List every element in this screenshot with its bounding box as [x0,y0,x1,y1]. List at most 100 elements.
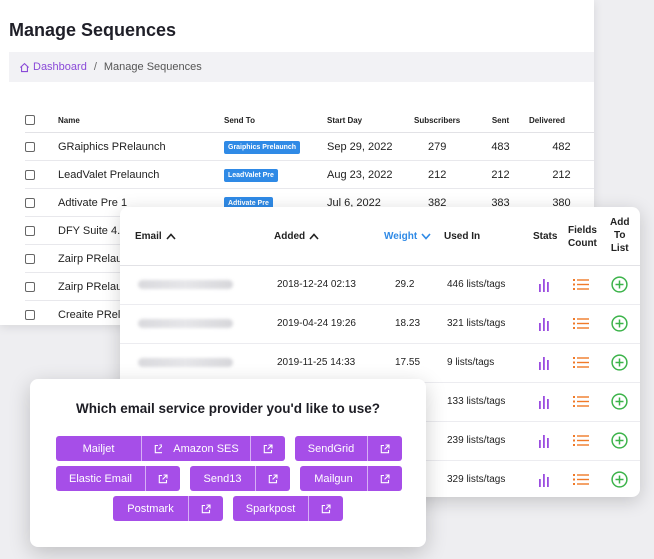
external-link-button[interactable] [188,496,223,521]
stats-button[interactable] [538,265,550,304]
stats-button[interactable] [538,304,550,343]
chevron-down-icon [421,233,431,240]
col-start-day[interactable]: Start Day [327,108,414,133]
sequence-name: GRaiphics PRelaunch [58,132,224,161]
provider-button-mailgun[interactable]: Mailgun [300,466,402,491]
provider-label: Mailgun [314,472,353,485]
bar-chart-icon [539,278,549,292]
add-to-list-button[interactable] [611,265,628,304]
fields-count-button[interactable] [573,460,589,497]
start-day: Sep 29, 2022 [327,132,414,161]
col-to-label: To [613,230,626,241]
add-to-list-button[interactable] [611,460,628,497]
bar-chart-icon [539,473,549,487]
breadcrumb-current: Manage Sequences [103,61,202,73]
external-link-button[interactable] [255,466,290,491]
plus-circle-icon [611,315,628,332]
breadcrumb-dashboard-link[interactable]: Dashboard [19,61,87,73]
provider-label: SendGrid [307,442,355,455]
col-used-in[interactable]: Used In [444,231,480,242]
used-in-count: 321 lists/tags [447,318,506,329]
breadcrumb-separator: / [93,61,97,73]
fields-count-button[interactable] [573,382,589,421]
fields-count-button[interactable] [573,265,589,304]
stats-button[interactable] [538,343,550,382]
col-added[interactable]: Added [274,231,319,242]
sent-count: 483 [472,132,529,161]
add-to-list-button[interactable] [611,421,628,460]
row-checkbox[interactable] [25,281,35,292]
table-row[interactable]: 2019-11-25 14:33 17.55 9 lists/tags [120,343,640,383]
email-address-redacted [138,358,233,367]
col-stats-label: Stats [533,231,558,242]
col-list-label: List [610,243,629,254]
plus-circle-icon [611,432,628,449]
plus-circle-icon [611,354,628,371]
row-checkbox[interactable] [25,309,35,320]
list-icon [573,318,589,329]
plus-circle-icon [611,276,628,293]
send-to-badge: LeadValet Pre [224,168,278,182]
provider-label: Amazon SES [173,442,239,455]
col-email-label: Email [135,231,162,242]
provider-button-elastic-email[interactable]: Elastic Email [56,466,180,491]
fields-count-button[interactable] [573,421,589,460]
send-to-badge: Adtivate Pre [224,196,273,210]
table-row[interactable]: 2018-12-24 02:13 29.2 446 lists/tags [120,265,640,305]
col-sent[interactable]: Sent [472,108,529,133]
row-checkbox[interactable] [25,141,35,152]
external-link-icon [321,503,331,513]
col-delivered[interactable]: Delivered [529,108,594,133]
row-checkbox[interactable] [25,253,35,264]
add-to-list-button[interactable] [611,343,628,382]
chevron-up-icon [166,233,176,240]
subscribers-count: 212 [414,160,472,189]
start-day: Aug 23, 2022 [327,160,414,189]
table-row[interactable]: 2019-04-24 19:26 18.23 321 lists/tags [120,304,640,344]
col-email[interactable]: Email [135,231,176,242]
added-date: 2019-04-24 19:26 [277,318,356,329]
col-send-to[interactable]: Send To [224,108,327,133]
provider-button-postmark[interactable]: Postmark [113,496,223,521]
added-date: 2018-12-24 02:13 [277,279,356,290]
external-link-button[interactable] [367,436,402,461]
fields-count-button[interactable] [573,304,589,343]
list-icon [573,474,589,485]
col-subscribers[interactable]: Subscribers [414,108,472,133]
table-row[interactable]: LeadValet Prelaunch LeadValet Pre Aug 23… [25,160,594,189]
external-link-button[interactable] [367,466,402,491]
external-link-button[interactable] [145,466,180,491]
used-in-count: 239 lists/tags [447,435,506,446]
list-icon [573,279,589,290]
select-all-checkbox[interactable] [25,115,35,125]
row-checkbox[interactable] [25,169,35,180]
add-to-list-button[interactable] [611,304,628,343]
external-link-button[interactable] [308,496,343,521]
stats-button[interactable] [538,421,550,460]
stats-button[interactable] [538,460,550,497]
provider-button-sendgrid[interactable]: SendGrid [295,436,402,461]
row-checkbox[interactable] [25,197,35,208]
provider-button-sparkpost[interactable]: Sparkpost [233,496,343,521]
external-link-button[interactable] [250,436,285,461]
table-row[interactable]: 329 lists/tags [120,460,640,497]
col-stats: Stats [533,231,557,242]
table-row[interactable]: GRaiphics PRelaunch Graiphics Prelaunch … [25,132,594,161]
external-link-icon [268,473,278,483]
bar-chart-icon [539,434,549,448]
provider-button-send13[interactable]: Send13 [190,466,290,491]
row-checkbox[interactable] [25,225,35,236]
breadcrumb: Dashboard / Manage Sequences [9,52,594,82]
send-to-badge: Graiphics Prelaunch [224,140,301,154]
weight-value: 17.55 [395,357,421,368]
provider-button-mailjet[interactable]: Mailjet [56,436,176,461]
col-weight[interactable]: Weight [384,231,431,242]
weight-value: 18.23 [395,318,421,329]
col-count-label: Count [568,238,597,249]
bar-chart-icon [539,395,549,409]
col-name[interactable]: Name [58,108,224,133]
stats-button[interactable] [538,382,550,421]
add-to-list-button[interactable] [611,382,628,421]
provider-button-amazon-ses[interactable]: Amazon SES [162,436,285,461]
fields-count-button[interactable] [573,343,589,382]
